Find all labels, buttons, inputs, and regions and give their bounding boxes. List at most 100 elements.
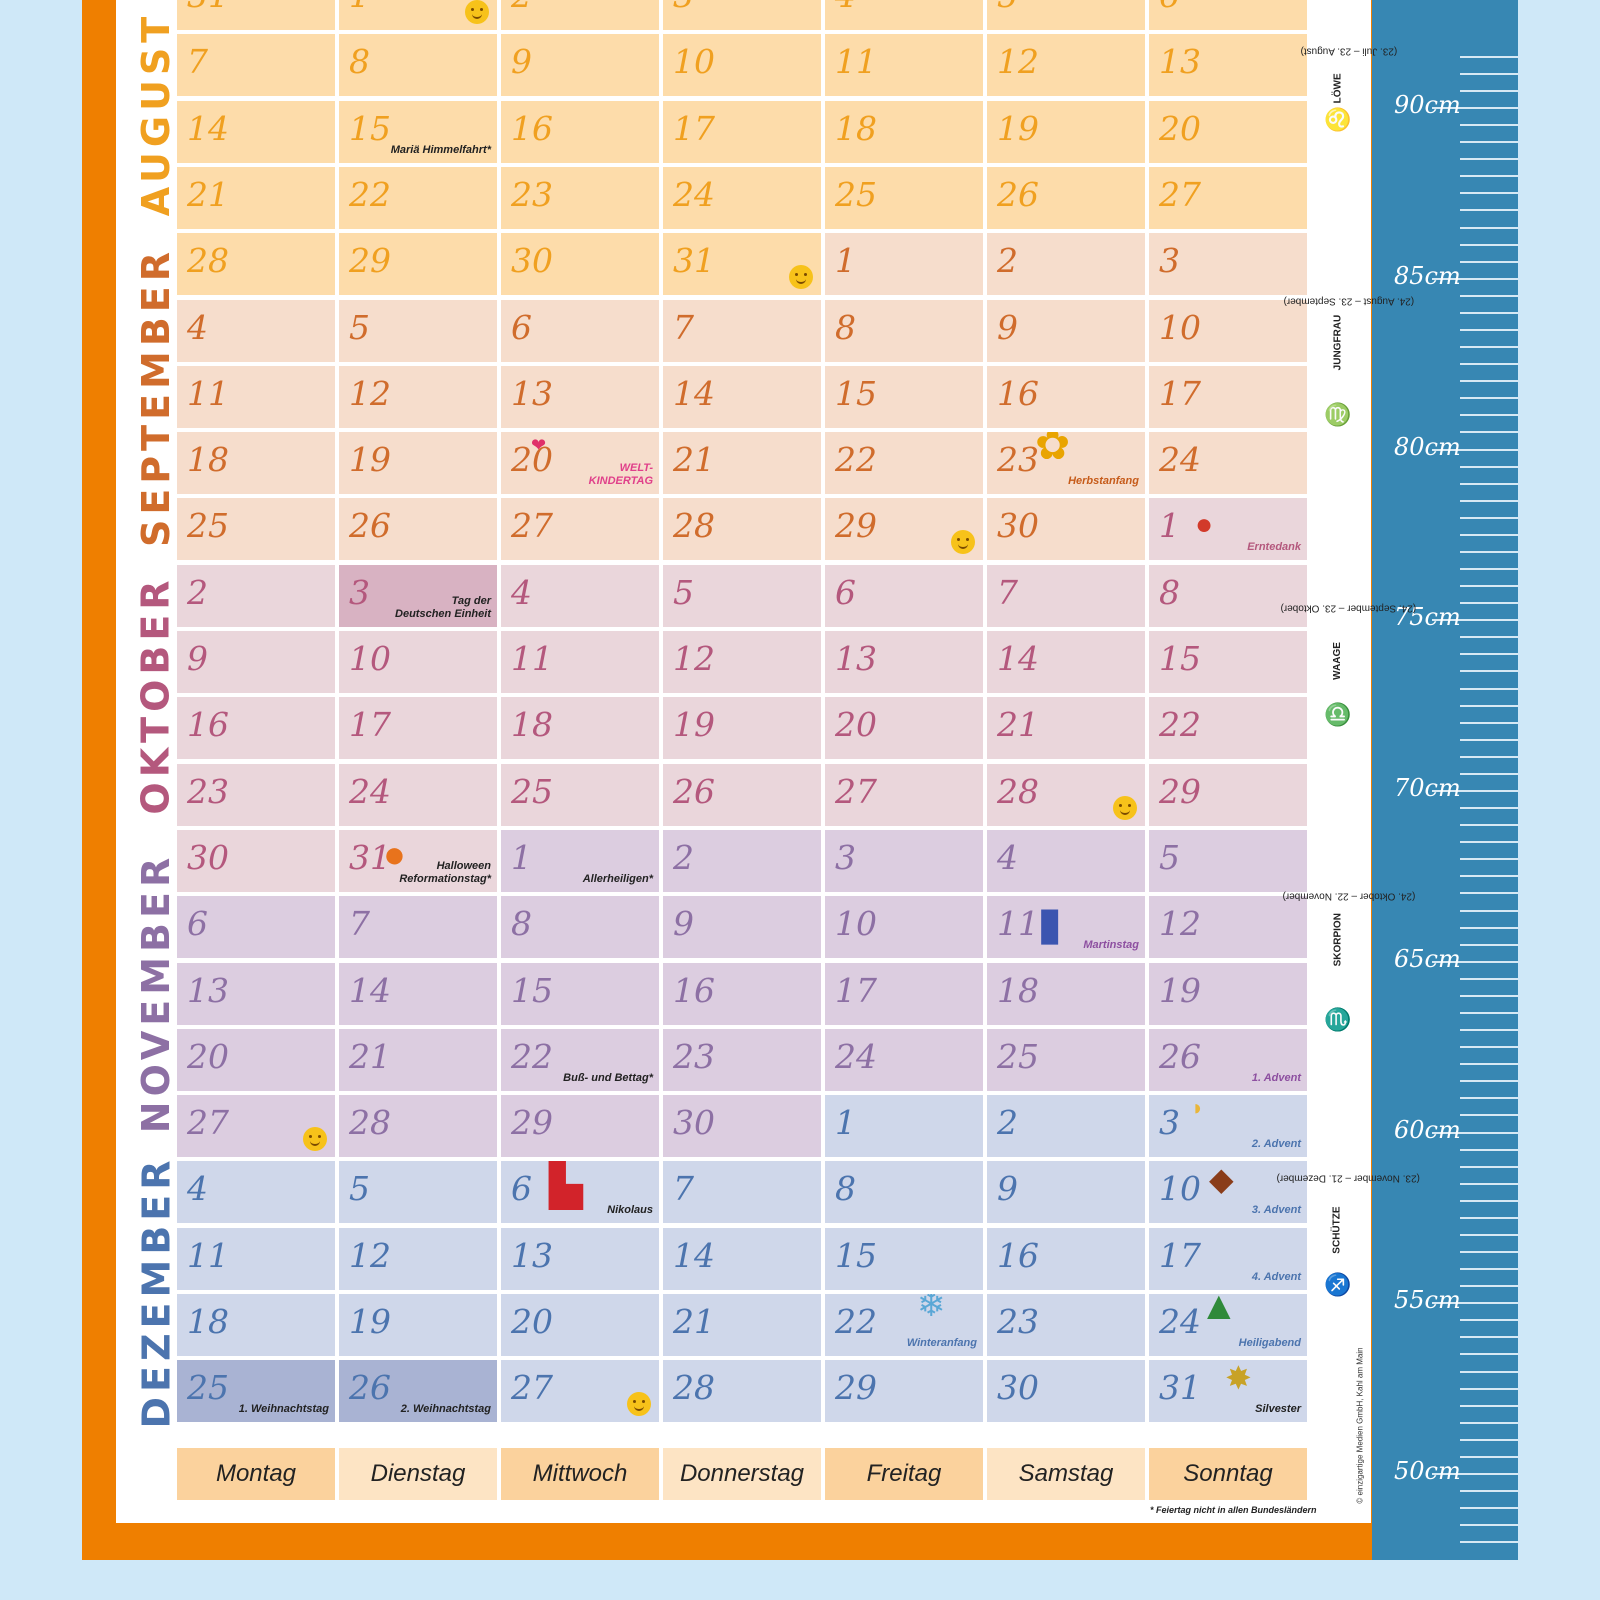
day-cell: 4: [987, 829, 1145, 892]
day-cell: 1: [339, 0, 497, 30]
ruler-tick: [1460, 944, 1518, 946]
ruler-tick: [1460, 1490, 1518, 1492]
smiley-icon: [465, 0, 489, 24]
day-cell: 23 Herbstanfang ✿: [987, 432, 1145, 495]
day-cell: 24: [663, 166, 821, 229]
day-cell: 31 Silvester ✸: [1149, 1360, 1307, 1423]
day-cell: 8: [825, 1161, 983, 1224]
ruler-tick: [1460, 585, 1518, 587]
day-number: 23: [511, 174, 553, 214]
day-cell: 28: [663, 498, 821, 561]
day-cell: 8: [339, 34, 497, 97]
weekday-header: Samstag: [987, 1448, 1145, 1500]
day-number: 2: [997, 241, 1018, 281]
day-cell: 9: [663, 896, 821, 959]
ruler-tick: [1460, 568, 1518, 570]
day-cell: 21: [339, 1028, 497, 1091]
day-number: 19: [349, 1302, 391, 1341]
day-number: 18: [187, 440, 229, 480]
month-name: NOVEMBER: [134, 853, 179, 1134]
ruler-label: 80cm: [1394, 433, 1461, 461]
zodiac-sign: WAAGE: [1332, 642, 1343, 680]
ruler-tick: [1460, 56, 1518, 58]
day-number: 22: [349, 174, 391, 214]
day-cell: 4: [825, 0, 983, 30]
day-number: 15: [835, 1235, 877, 1275]
ruler-tick: [1460, 534, 1518, 536]
apple-icon: ●: [1195, 508, 1214, 542]
day-number: 7: [997, 572, 1018, 612]
day-cell: 10: [1149, 299, 1307, 362]
ruler-tick: [1432, 1473, 1518, 1475]
day-number: 4: [187, 307, 208, 347]
day-number: 13: [511, 373, 553, 413]
ruler-tick: [1460, 927, 1518, 929]
day-number: 11: [511, 639, 553, 678]
day-cell: 7: [987, 564, 1145, 627]
weekday-header: Freitag: [825, 1448, 983, 1500]
sunflower-icon: ✿: [1035, 432, 1071, 469]
virgo-icon: ♍: [1324, 402, 1352, 427]
day-number: 19: [673, 705, 715, 745]
ruler-tick: [1460, 858, 1518, 860]
ruler-tick: [1460, 90, 1518, 92]
day-cell: 7: [339, 896, 497, 959]
day-cell: 13: [1149, 34, 1307, 97]
ruler-label: 75cm: [1394, 603, 1461, 631]
day-number: 23: [997, 440, 1039, 480]
lantern-icon: ▮: [1037, 897, 1063, 950]
ruler-tick: [1460, 192, 1518, 194]
day-cell: 24: [1149, 432, 1307, 495]
ruler-tick: [1460, 1183, 1518, 1185]
ruler-tick: [1460, 705, 1518, 707]
boot-icon: ▙: [549, 1161, 583, 1210]
day-number: 4: [835, 0, 856, 16]
day-number: 22: [1159, 705, 1201, 745]
day-cell: 14: [177, 100, 335, 163]
day-cell: 5: [1149, 829, 1307, 892]
day-number: 17: [1159, 373, 1201, 413]
month-label-november: NOVEMBER: [130, 830, 182, 1157]
day-cell: 24 Heiligabend ▲: [1149, 1294, 1307, 1356]
day-number: 3: [1159, 1103, 1180, 1143]
day-number: 18: [835, 108, 877, 148]
day-number: 31: [1159, 1368, 1201, 1408]
day-number: 24: [1159, 440, 1201, 480]
day-number: 30: [997, 1368, 1039, 1408]
day-cell: 19: [339, 1294, 497, 1356]
day-cell: 26 1. Advent: [1149, 1028, 1307, 1091]
ruler-tick: [1460, 227, 1518, 229]
day-number: 11: [835, 42, 877, 82]
day-cell: 15: [501, 962, 659, 1025]
day-number: 10: [1159, 1169, 1201, 1209]
day-number: 2: [187, 572, 208, 612]
day-cell: 30: [663, 1095, 821, 1158]
day-number: 1: [349, 0, 370, 16]
day-number: 8: [1159, 572, 1180, 612]
day-number: 6: [511, 1169, 532, 1209]
day-cell: 12: [339, 365, 497, 428]
day-cell: 11: [177, 1227, 335, 1290]
day-cell: 27: [177, 1095, 335, 1158]
day-cell: 13: [177, 962, 335, 1025]
day-cell: 13: [501, 1227, 659, 1290]
ruler-tick: [1460, 841, 1518, 843]
day-number: 3: [349, 572, 370, 612]
day-number: 19: [997, 108, 1039, 148]
day-number: 22: [835, 1302, 877, 1341]
day-number: 30: [187, 837, 229, 877]
day-number: 24: [349, 771, 391, 811]
day-number: 15: [1159, 639, 1201, 678]
day-number: 16: [187, 705, 229, 745]
day-cell: 30: [987, 498, 1145, 561]
day-number: 25: [835, 174, 877, 214]
ruler-tick: [1460, 141, 1518, 143]
day-number: 15: [511, 970, 553, 1010]
day-cell: 8: [501, 896, 659, 959]
event-label: 1. Advent: [1251, 1071, 1301, 1084]
day-number: 13: [187, 970, 229, 1010]
scales-icon: ♎: [1324, 702, 1352, 727]
day-number: 1: [835, 1103, 856, 1143]
day-cell: 6: [501, 299, 659, 362]
day-cell: 27: [501, 1360, 659, 1423]
